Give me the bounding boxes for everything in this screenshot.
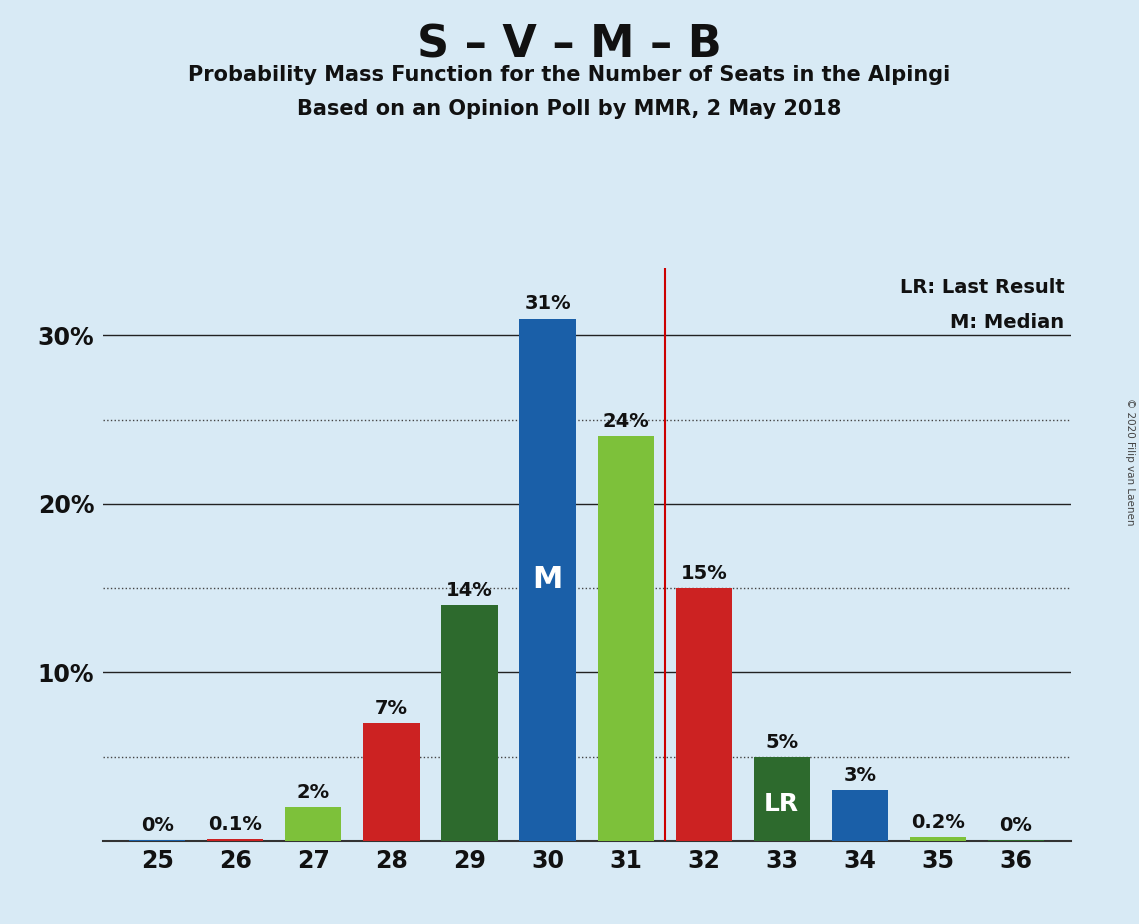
Text: 15%: 15% — [680, 564, 727, 583]
Bar — [519, 319, 575, 841]
Text: 3%: 3% — [843, 766, 876, 785]
Text: Based on an Opinion Poll by MMR, 2 May 2018: Based on an Opinion Poll by MMR, 2 May 2… — [297, 99, 842, 119]
Text: Probability Mass Function for the Number of Seats in the Alpingi: Probability Mass Function for the Number… — [188, 65, 951, 85]
Text: 0.2%: 0.2% — [911, 813, 965, 833]
Bar — [910, 837, 966, 841]
Text: M: Median: M: Median — [950, 313, 1065, 333]
Text: 0.1%: 0.1% — [208, 815, 262, 834]
Text: 5%: 5% — [765, 733, 798, 751]
Text: 7%: 7% — [375, 699, 408, 718]
Bar — [363, 723, 419, 841]
Bar — [675, 588, 731, 841]
Text: 0%: 0% — [1000, 816, 1032, 835]
Bar — [207, 839, 263, 841]
Text: 2%: 2% — [297, 783, 330, 802]
Text: LR: Last Result: LR: Last Result — [900, 278, 1065, 298]
Bar — [598, 436, 654, 841]
Text: 31%: 31% — [524, 295, 571, 313]
Text: 0%: 0% — [141, 816, 173, 835]
Bar — [754, 757, 810, 841]
Bar — [831, 790, 888, 841]
Text: © 2020 Filip van Laenen: © 2020 Filip van Laenen — [1125, 398, 1134, 526]
Bar — [442, 605, 498, 841]
Text: 24%: 24% — [603, 412, 649, 432]
Text: LR: LR — [764, 792, 800, 816]
Text: S – V – M – B: S – V – M – B — [417, 23, 722, 67]
Text: 14%: 14% — [446, 581, 493, 600]
Text: M: M — [532, 565, 563, 594]
Bar — [285, 808, 342, 841]
